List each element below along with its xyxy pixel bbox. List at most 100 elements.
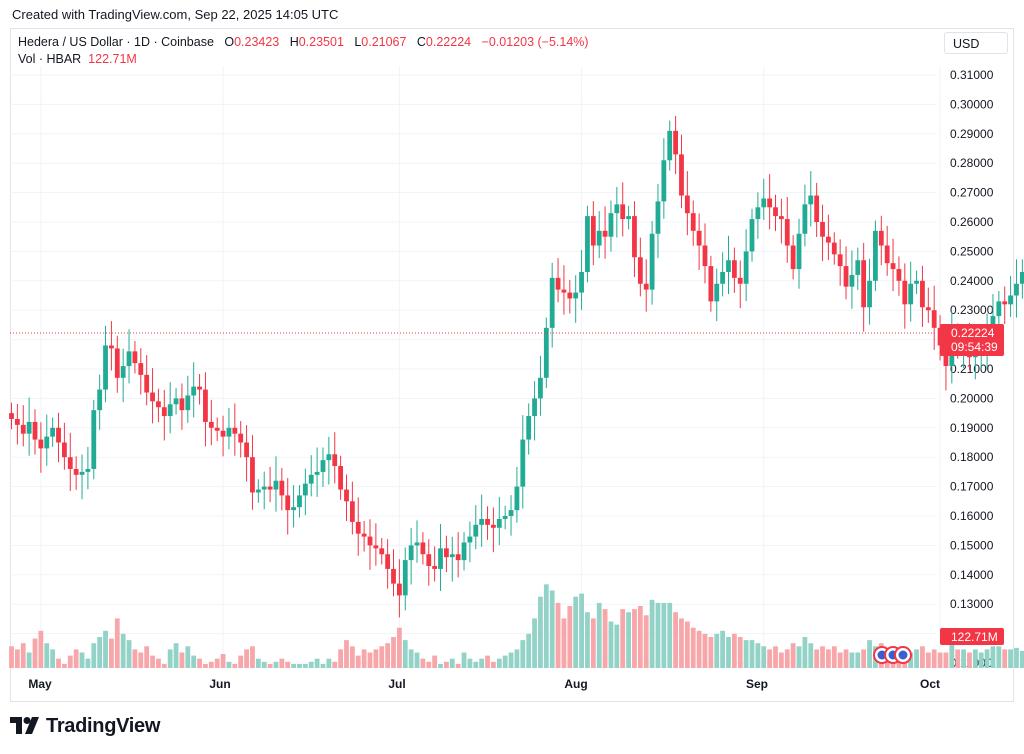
candle-body — [438, 548, 443, 569]
candle-body — [520, 439, 526, 487]
volume-bar — [167, 649, 173, 668]
volume-bar — [1008, 649, 1013, 668]
volume-bar — [432, 655, 438, 668]
candle-body — [1002, 301, 1008, 305]
volume-bar — [1014, 647, 1019, 668]
volume-bar — [614, 624, 620, 668]
volume-bar — [520, 640, 526, 668]
candle-body — [590, 216, 596, 246]
volume-bar — [749, 640, 755, 668]
volume-bar — [626, 612, 631, 668]
y-tick-label: 0.15000 — [950, 538, 994, 552]
volume-bar — [561, 618, 567, 668]
volume-bar — [861, 649, 867, 668]
candle-body — [161, 407, 167, 417]
low-label: L — [354, 35, 362, 49]
volume-bar — [737, 637, 743, 668]
volume-bar — [743, 640, 749, 668]
candle-body — [761, 198, 767, 208]
y-tick-label: 0.28000 — [950, 156, 994, 170]
candle-body — [349, 501, 355, 522]
volume-bar — [226, 661, 232, 668]
candle-body — [197, 386, 202, 390]
candle-body — [632, 216, 637, 258]
candle-body — [802, 204, 808, 234]
candle-body — [32, 421, 38, 440]
x-tick-label: May — [28, 677, 52, 691]
volume-bar — [67, 655, 73, 668]
y-tick-label: 0.16000 — [950, 509, 994, 523]
candle-body — [596, 230, 602, 246]
change-value: −0.01203 (−5.14%) — [481, 35, 589, 49]
volume-bar — [808, 643, 814, 668]
volume-bar — [755, 643, 761, 668]
volume-bar — [449, 658, 455, 668]
volume-bar — [632, 609, 637, 668]
volume-bar — [308, 661, 314, 668]
candle-body — [673, 130, 679, 155]
candle-body — [91, 410, 97, 469]
candle-body — [555, 277, 561, 290]
volume-bar — [867, 640, 872, 668]
volume-bar — [26, 652, 32, 668]
volume-bar — [214, 658, 220, 668]
candle-body — [50, 427, 56, 437]
candle-body — [1014, 283, 1019, 296]
candle-body — [549, 277, 555, 328]
symbol-label[interactable]: Hedera / US Dollar · 1D · Coinbase — [18, 35, 214, 49]
volume-bar — [649, 599, 655, 668]
candle-body — [502, 516, 508, 519]
volume-bar — [532, 618, 537, 668]
volume-bar — [56, 658, 61, 668]
candle-body — [132, 351, 138, 364]
candle-body — [385, 554, 391, 569]
volume-bar — [931, 649, 937, 668]
y-tick-label: 0.27000 — [950, 186, 994, 200]
price-tag-value: 0.22224 — [951, 326, 995, 340]
volume-bar — [73, 649, 79, 668]
candle-body — [737, 277, 743, 284]
candle-body — [73, 468, 79, 475]
volume-bar — [949, 643, 955, 668]
volume-bar — [332, 661, 338, 668]
candle-body — [426, 554, 432, 566]
volume-bar — [355, 655, 361, 668]
candle-body — [914, 280, 919, 284]
volume-bar — [690, 627, 696, 668]
volume-bar — [285, 661, 291, 668]
volume-bar — [643, 615, 649, 668]
legend-ohlc: Hedera / US Dollar · 1D · Coinbase O0.23… — [18, 35, 589, 49]
volume-bar — [955, 649, 961, 668]
currency-button[interactable]: USD — [944, 32, 1008, 54]
volume-bar — [391, 637, 396, 668]
volume-bar — [9, 646, 14, 668]
candle-body — [1008, 295, 1013, 305]
candle-body — [573, 292, 579, 299]
candle-body — [85, 468, 91, 472]
candle-body — [120, 366, 126, 378]
volume-label[interactable]: Vol · HBAR — [18, 52, 82, 66]
candle-body — [467, 536, 473, 543]
volume-bar — [297, 664, 302, 668]
volume-bar — [467, 658, 473, 668]
volume-bar — [972, 649, 978, 668]
volume-bar — [220, 654, 226, 668]
volume-bar — [461, 652, 467, 668]
candle-body — [173, 398, 179, 405]
candle-body — [608, 213, 614, 237]
volume-bar — [855, 652, 861, 668]
volume-bar — [567, 606, 573, 668]
volume-bar — [767, 649, 773, 668]
volume-bar — [491, 661, 496, 668]
volume-bar — [314, 658, 320, 668]
volume-bar — [338, 649, 344, 668]
candle-body — [20, 424, 26, 434]
y-tick-label: 0.21000 — [950, 362, 994, 376]
candle-body — [702, 245, 708, 267]
x-tick-label: Jun — [209, 677, 230, 691]
candle-body — [508, 510, 514, 516]
candle-body — [849, 274, 855, 287]
volume-bar — [731, 633, 737, 668]
volume-bar — [144, 646, 150, 668]
